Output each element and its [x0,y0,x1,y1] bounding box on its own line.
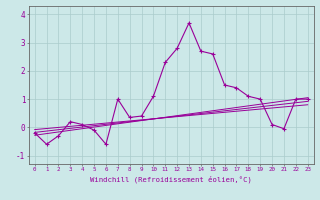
X-axis label: Windchill (Refroidissement éolien,°C): Windchill (Refroidissement éolien,°C) [90,175,252,183]
